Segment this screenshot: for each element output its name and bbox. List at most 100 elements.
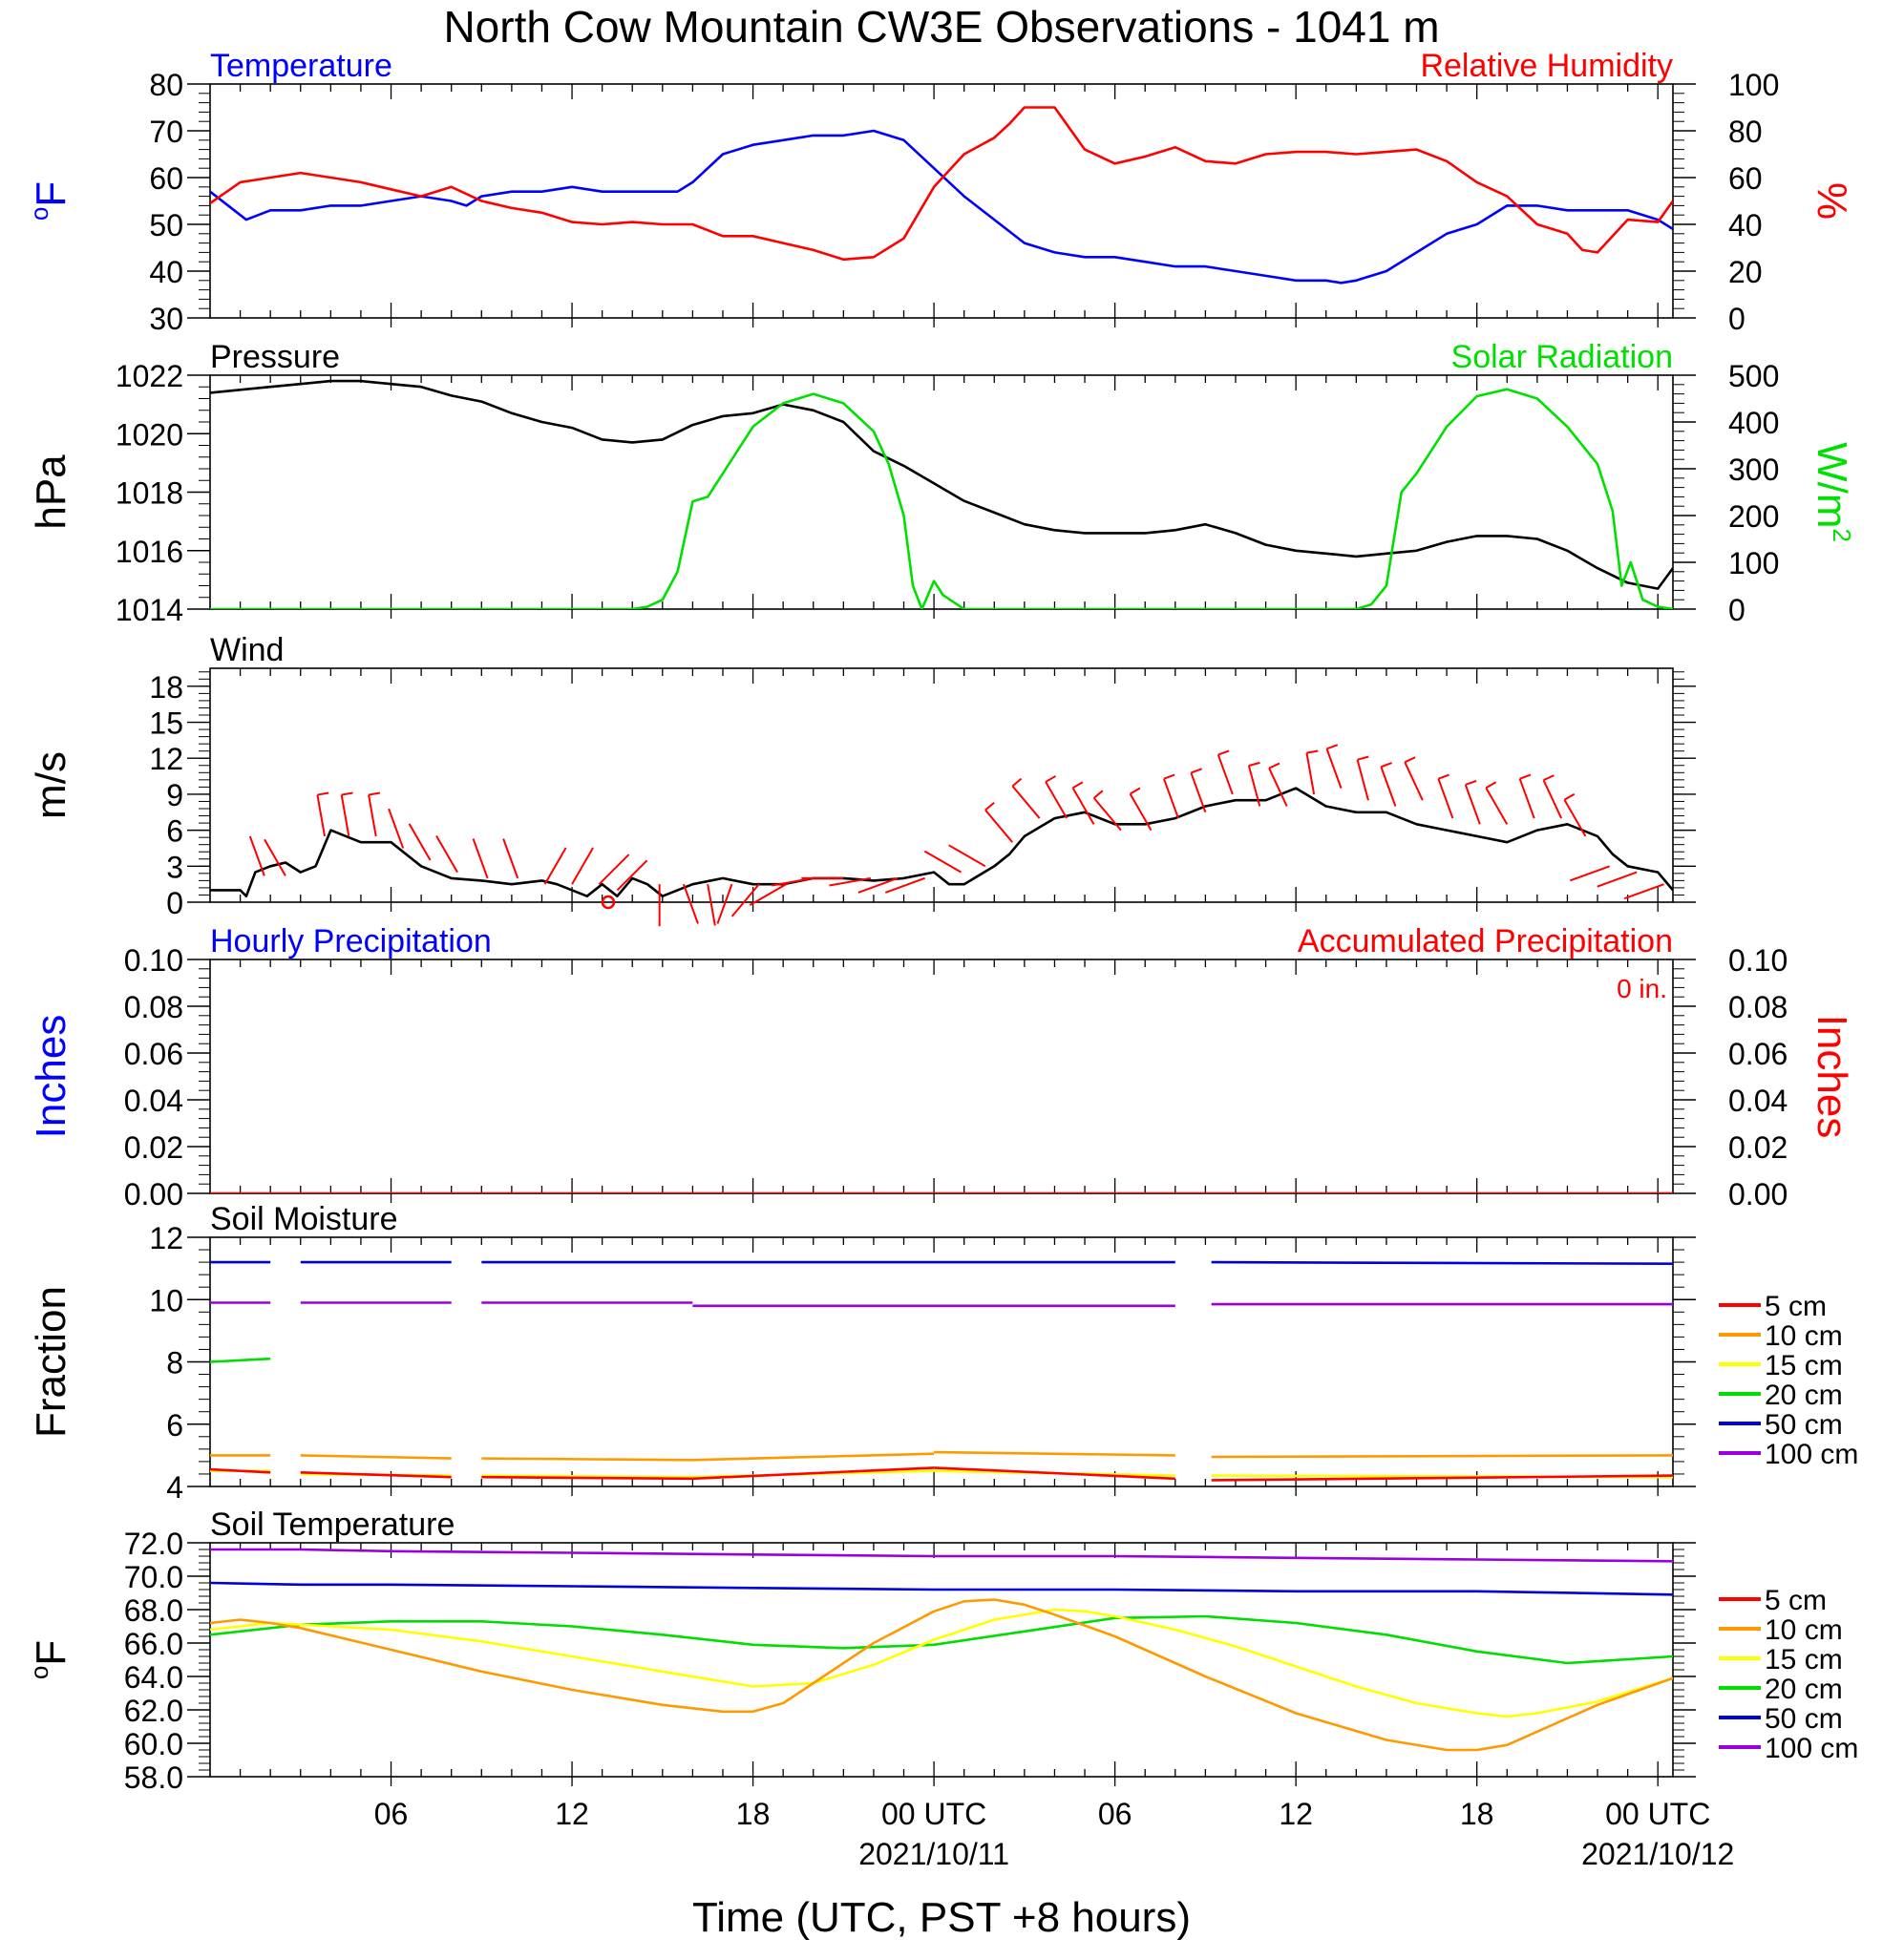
- y-tick-label-right: 0: [1728, 302, 1745, 336]
- series-group: [210, 106, 1673, 285]
- wind-barb: [730, 883, 760, 917]
- wind-barb-flag: [1519, 773, 1532, 780]
- panel-title-left: Soil Temperature: [210, 1507, 455, 1543]
- wind-barb-flag: [341, 791, 353, 796]
- wind-barb-flag: [1563, 792, 1576, 801]
- y-axis-label-right: %: [1809, 182, 1855, 220]
- wind-barb: [1325, 748, 1343, 789]
- legend-label: 20 cm: [1765, 1380, 1843, 1411]
- x-tick-label: 18: [1460, 1797, 1494, 1831]
- wind-barb: [682, 883, 699, 924]
- wind-barb: [948, 844, 986, 868]
- y-tick-label-right: 80: [1728, 115, 1763, 149]
- panel-pressure_solar: 1014 1016 1018 1020 1022 0 100 200 300 400 500 Pres…: [28, 339, 1856, 627]
- wind-barb-flag: [1093, 790, 1104, 799]
- panel-title-left: Soil Moisture: [210, 1201, 398, 1237]
- x-tick-label: 12: [1279, 1797, 1313, 1831]
- legend-label: 15 cm: [1765, 1644, 1843, 1675]
- y-tick-label-left: 70.0: [124, 1560, 183, 1594]
- wind-barb: [388, 808, 405, 849]
- series-line-cm15: [210, 1608, 1673, 1718]
- series-line-cm10: [692, 1452, 935, 1462]
- y-tick-label-left: 30: [149, 302, 183, 336]
- series-line-cm20: [210, 1614, 1673, 1665]
- y-axis-label-right: W/m2: [1809, 442, 1856, 542]
- wind-barb-flag: [1072, 781, 1084, 790]
- y-tick-label-left: 40: [149, 255, 183, 289]
- wind-barb: [435, 834, 458, 874]
- accumulated-precip-value: 0 in.: [1617, 974, 1667, 1003]
- legend-label: 20 cm: [1765, 1674, 1843, 1705]
- y-tick-label-right: 0.10: [1728, 943, 1788, 978]
- series-line-pressure: [210, 379, 1673, 590]
- y-tick-label-left: 12: [149, 1221, 183, 1255]
- wind-barb-flag: [1381, 762, 1392, 769]
- series-line-cm5: [1211, 1474, 1673, 1482]
- y-tick-label-right: 0.08: [1728, 990, 1788, 1024]
- legend-label: 15 cm: [1765, 1350, 1843, 1381]
- y-tick-label-left: 15: [149, 706, 183, 741]
- wind-barb-flag: [1045, 775, 1056, 783]
- y-tick-label-left: 68.0: [124, 1593, 183, 1628]
- y-tick-label-left: 0.06: [124, 1037, 183, 1071]
- wind-barb: [923, 850, 963, 874]
- legend-label: 5 cm: [1765, 1291, 1827, 1322]
- panel-title-right: Relative Humidity: [1420, 48, 1673, 84]
- series-line-cm20: [210, 1357, 271, 1363]
- wind-barb: [829, 876, 871, 887]
- plot-frame: [209, 374, 1674, 610]
- wind-barb-flag: [1268, 762, 1280, 769]
- panel-title-right: Accumulated Precipitation: [1298, 923, 1673, 959]
- series-line-cm100: [210, 1548, 1673, 1563]
- wind-barb: [1190, 772, 1207, 813]
- y-tick-label-left: 70: [149, 115, 183, 149]
- panel-title-left: Temperature: [210, 48, 392, 84]
- series-line-solar: [210, 388, 1673, 609]
- chart-title: North Cow Mountain CW3E Observations - 1…: [443, 2, 1439, 52]
- x-tick-label: 00 UTC: [1605, 1797, 1710, 1831]
- wind-barb: [1623, 883, 1664, 900]
- wind-barb: [1464, 784, 1481, 825]
- wind-barb-flag: [1438, 773, 1449, 780]
- wind-barb: [1437, 778, 1454, 819]
- y-tick-label-right: 0.06: [1728, 1037, 1788, 1071]
- panel-title-left: Wind: [210, 632, 284, 668]
- y-tick-label-left: 60.0: [124, 1727, 183, 1761]
- wind-barb: [1569, 865, 1611, 882]
- y-axis-label-right: Inches: [1809, 1015, 1855, 1139]
- y-tick-label-left: 64.0: [124, 1660, 183, 1695]
- legend-label: 10 cm: [1765, 1614, 1843, 1646]
- wind-barb: [264, 838, 286, 876]
- series-line-cm10: [210, 1598, 1673, 1752]
- panel-title-left: Hourly Precipitation: [210, 923, 492, 959]
- wind-barb: [1563, 799, 1587, 837]
- y-tick-label-left: 1018: [116, 476, 183, 511]
- y-tick-label-left: 60: [149, 161, 183, 196]
- y-tick-label-right: 40: [1728, 208, 1763, 242]
- series-line-wind: [210, 787, 1673, 898]
- y-tick-label-left: 0.00: [124, 1177, 183, 1212]
- wind-barb: [502, 838, 519, 879]
- y-tick-label-left: 8: [166, 1346, 183, 1380]
- y-tick-label-left: 4: [166, 1470, 183, 1505]
- y-tick-label-right: 0: [1728, 593, 1745, 627]
- wind-barb-flag: [984, 801, 995, 811]
- x-tick-date: 2021/10/12: [1581, 1837, 1734, 1871]
- wind-barb: [543, 847, 567, 885]
- plot-frame: [209, 959, 1674, 1194]
- wind-barb-flag: [317, 791, 329, 796]
- series-line-temperature: [210, 129, 1673, 285]
- wind-barb: [1045, 781, 1068, 819]
- series-group: [210, 787, 1673, 898]
- y-tick-label-left: 9: [166, 778, 183, 812]
- wind-barb: [1485, 787, 1509, 825]
- wind-barb: [716, 883, 733, 924]
- panel-title-left: Pressure: [210, 339, 340, 375]
- wind-barb-flag: [1191, 768, 1202, 774]
- wind-barb: [1129, 793, 1153, 832]
- wind-barb-flag: [1248, 761, 1260, 767]
- series-line-cm10: [300, 1454, 452, 1460]
- y-tick-label-left: 80: [149, 68, 183, 102]
